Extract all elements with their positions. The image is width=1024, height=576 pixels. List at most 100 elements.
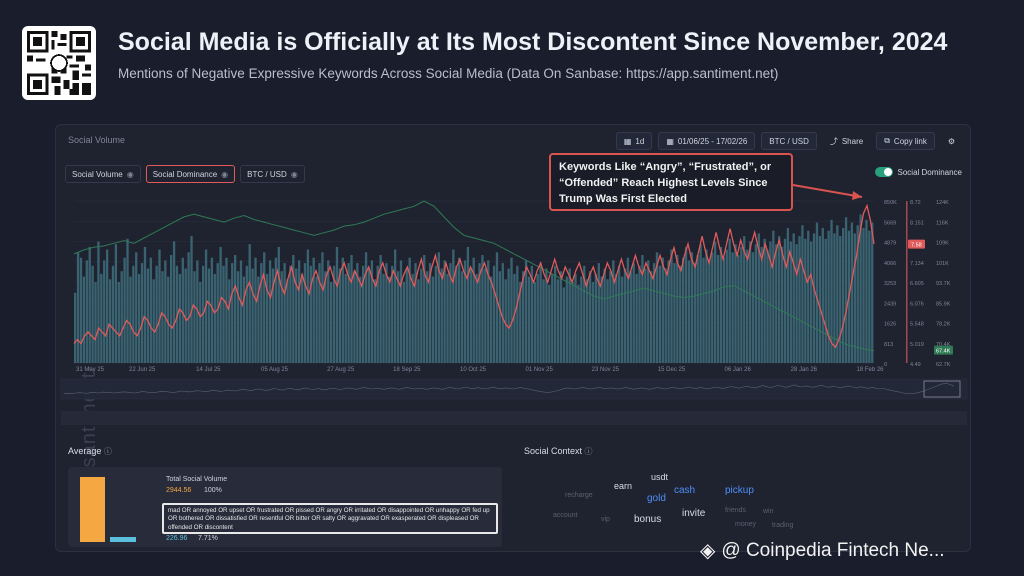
chip-btc-usd[interactable]: BTC / USD ◉ xyxy=(240,165,305,183)
volume-bar xyxy=(356,263,359,363)
context-word[interactable]: account xyxy=(553,512,578,519)
volume-bar xyxy=(492,265,496,363)
context-word[interactable]: gold xyxy=(647,493,666,504)
volume-bar xyxy=(394,249,397,363)
y-tick-label: 85.9K xyxy=(936,301,951,307)
annotation-line-3: Trump Was First Elected xyxy=(559,193,687,205)
volume-bar xyxy=(417,279,420,363)
volume-bar xyxy=(743,236,746,363)
volume-bar xyxy=(728,238,731,363)
eye-icon[interactable]: ◉ xyxy=(221,169,229,179)
context-word[interactable]: invite xyxy=(682,508,706,519)
y-tick-label: 124K xyxy=(936,200,949,206)
volume-bar xyxy=(495,252,499,363)
eye-icon[interactable]: ◉ xyxy=(126,169,134,179)
volume-bar xyxy=(769,241,772,363)
volume-bar xyxy=(516,265,519,363)
y-tick-label: 101K xyxy=(936,261,949,267)
volume-bar xyxy=(458,257,461,363)
context-word[interactable]: friends xyxy=(725,507,747,514)
metric-chips: Social Volume ◉ Social Dominance ◉ BTC / U… xyxy=(65,165,305,183)
volume-bar xyxy=(466,246,470,363)
x-tick-label: 06 Jan 26 xyxy=(724,367,751,373)
volume-bar xyxy=(222,265,225,363)
y-tick-label: 4066 xyxy=(884,261,896,267)
volume-bar xyxy=(117,282,120,363)
chip-social-dominance[interactable]: Social Dominance ◉ xyxy=(145,165,236,183)
volume-bar xyxy=(533,282,536,363)
volume-bar xyxy=(690,252,694,363)
copy-link-button[interactable]: ⧉ Copy link xyxy=(876,132,935,150)
volume-bar xyxy=(530,265,534,363)
context-word[interactable]: earn xyxy=(614,481,633,491)
context-word[interactable]: bonus xyxy=(634,514,662,525)
volume-bar xyxy=(306,249,310,363)
volume-bar xyxy=(219,246,222,363)
chart-panel: Social Volume ▦ 1d ▦ 01/06/25 - 17/02/26 B… xyxy=(55,124,971,552)
volume-bar xyxy=(172,241,176,363)
total-volume-pct: 100% xyxy=(204,487,222,494)
volume-bar xyxy=(775,244,778,363)
context-word[interactable]: cash xyxy=(674,485,696,496)
volume-bar xyxy=(207,268,211,363)
date-range-button[interactable]: ▦ 01/06/25 - 17/02/26 xyxy=(658,132,756,150)
y-tick-label: 70.4K xyxy=(936,342,951,348)
eye-icon[interactable]: ◉ xyxy=(290,169,298,179)
context-word[interactable]: win xyxy=(763,508,774,515)
volume-bar xyxy=(716,255,720,363)
chip-social-volume[interactable]: Social Volume ◉ xyxy=(65,165,141,183)
calendar-icon: ▦ xyxy=(623,136,632,146)
volume-bar xyxy=(85,260,88,363)
volume-bar xyxy=(303,263,307,363)
volume-bar xyxy=(664,268,667,363)
info-icon[interactable]: ⓘ xyxy=(103,447,112,456)
pair-button[interactable]: BTC / USD xyxy=(761,132,817,150)
volume-bar xyxy=(332,265,336,363)
volume-bar xyxy=(810,241,813,363)
volume-bar xyxy=(431,276,435,363)
volume-bar xyxy=(548,284,551,363)
context-word[interactable]: vip xyxy=(601,516,610,523)
context-word[interactable]: usdt xyxy=(651,472,669,482)
volume-bar xyxy=(725,249,728,363)
volume-bar xyxy=(472,257,475,363)
volume-bar xyxy=(423,255,426,363)
volume-bar xyxy=(190,236,193,363)
volume-bar xyxy=(420,268,423,363)
volume-bar xyxy=(286,279,289,363)
volume-bar xyxy=(789,241,792,363)
volume-bar xyxy=(254,257,257,363)
y-tick-label: 5.548 xyxy=(910,322,924,328)
gear-icon: ⚙ xyxy=(947,136,955,146)
volume-bar xyxy=(155,265,158,363)
dominance-toggle[interactable] xyxy=(874,167,893,177)
volume-bar xyxy=(862,228,865,363)
share-button[interactable]: ⤴ Share xyxy=(823,132,870,150)
volume-bar xyxy=(108,279,112,363)
context-word[interactable]: trading xyxy=(772,522,794,529)
brand-credit: ◈ @ Coinpedia Fintech Ne... xyxy=(700,538,945,563)
query-volume-bar xyxy=(110,537,136,542)
volume-bar xyxy=(594,273,598,363)
volume-bar xyxy=(475,273,478,363)
volume-bar xyxy=(126,238,129,363)
info-icon[interactable]: ⓘ xyxy=(584,447,593,456)
volume-bar xyxy=(798,236,801,363)
context-word[interactable]: money xyxy=(735,521,757,528)
volume-bar xyxy=(824,238,827,363)
dominance-badge xyxy=(908,239,925,249)
interval-button[interactable]: ▦ 1d xyxy=(615,132,653,150)
y-tick-label: 1626 xyxy=(884,322,896,328)
volume-bar xyxy=(239,260,243,363)
volume-bar xyxy=(260,263,263,363)
volume-bar xyxy=(751,252,755,363)
y-tick-label: 850K xyxy=(884,200,897,206)
y-tick-label: 62.7K xyxy=(936,362,951,368)
volume-bar xyxy=(856,225,859,363)
settings-button[interactable]: ⚙ xyxy=(941,132,962,150)
volume-bar xyxy=(228,279,231,363)
context-word[interactable]: pickup xyxy=(725,485,754,496)
volume-bar xyxy=(786,228,790,363)
context-word[interactable]: recharge xyxy=(565,492,593,499)
volume-bar xyxy=(350,255,353,363)
